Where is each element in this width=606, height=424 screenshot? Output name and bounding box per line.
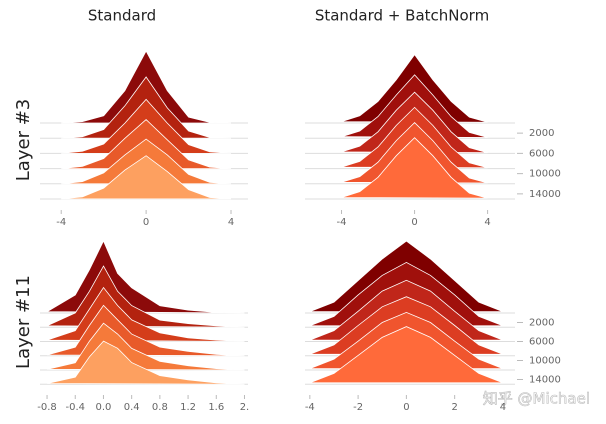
- x-tick-label: 0.0: [96, 402, 112, 413]
- ridge: [341, 137, 488, 199]
- x-tick-label: -4: [337, 217, 347, 228]
- x-tick-label: 1.6: [208, 402, 224, 413]
- x-tick-label: 0.8: [152, 402, 168, 413]
- watermark: 知乎 @Michael: [483, 390, 590, 408]
- x-tick-label: 0.4: [124, 402, 140, 413]
- x-tick-label: 0: [403, 402, 409, 413]
- x-tick-label: -4: [305, 402, 315, 413]
- x-tick-label: 2: [451, 402, 457, 413]
- x-tick-label: -2: [353, 402, 363, 413]
- x-tick-label: -0.4: [65, 402, 85, 413]
- row-label: Layer #3: [13, 99, 34, 181]
- x-tick-label: -0.8: [37, 402, 57, 413]
- x-tick-label: 0: [411, 217, 417, 228]
- y2-tick-label: 6000: [529, 148, 554, 159]
- ridge: [61, 155, 232, 200]
- row-label: Layer #11: [13, 275, 34, 369]
- y2-tick-label: 14000: [529, 189, 561, 200]
- y2-tick-label: 10000: [529, 169, 561, 180]
- x-tick-label: -4: [56, 217, 66, 228]
- ridge: [45, 240, 245, 314]
- x-tick-label: 0: [143, 217, 149, 228]
- column-title: Standard: [88, 7, 156, 25]
- ridge: [309, 326, 504, 384]
- x-tick-label: 4: [484, 217, 490, 228]
- column-title: Standard + BatchNorm: [315, 7, 489, 25]
- x-tick-label: 2.: [240, 402, 250, 413]
- y2-tick-label: 2000: [529, 128, 554, 139]
- x-tick-label: 1.2: [180, 402, 196, 413]
- y2-tick-label: 10000: [529, 356, 561, 367]
- y2-tick-label: 6000: [529, 337, 554, 348]
- x-tick-label: 4: [500, 402, 506, 413]
- x-tick-label: 4: [228, 217, 234, 228]
- y2-tick-label: 14000: [529, 375, 561, 386]
- y2-tick-label: 2000: [529, 318, 554, 329]
- ridge: [47, 340, 245, 385]
